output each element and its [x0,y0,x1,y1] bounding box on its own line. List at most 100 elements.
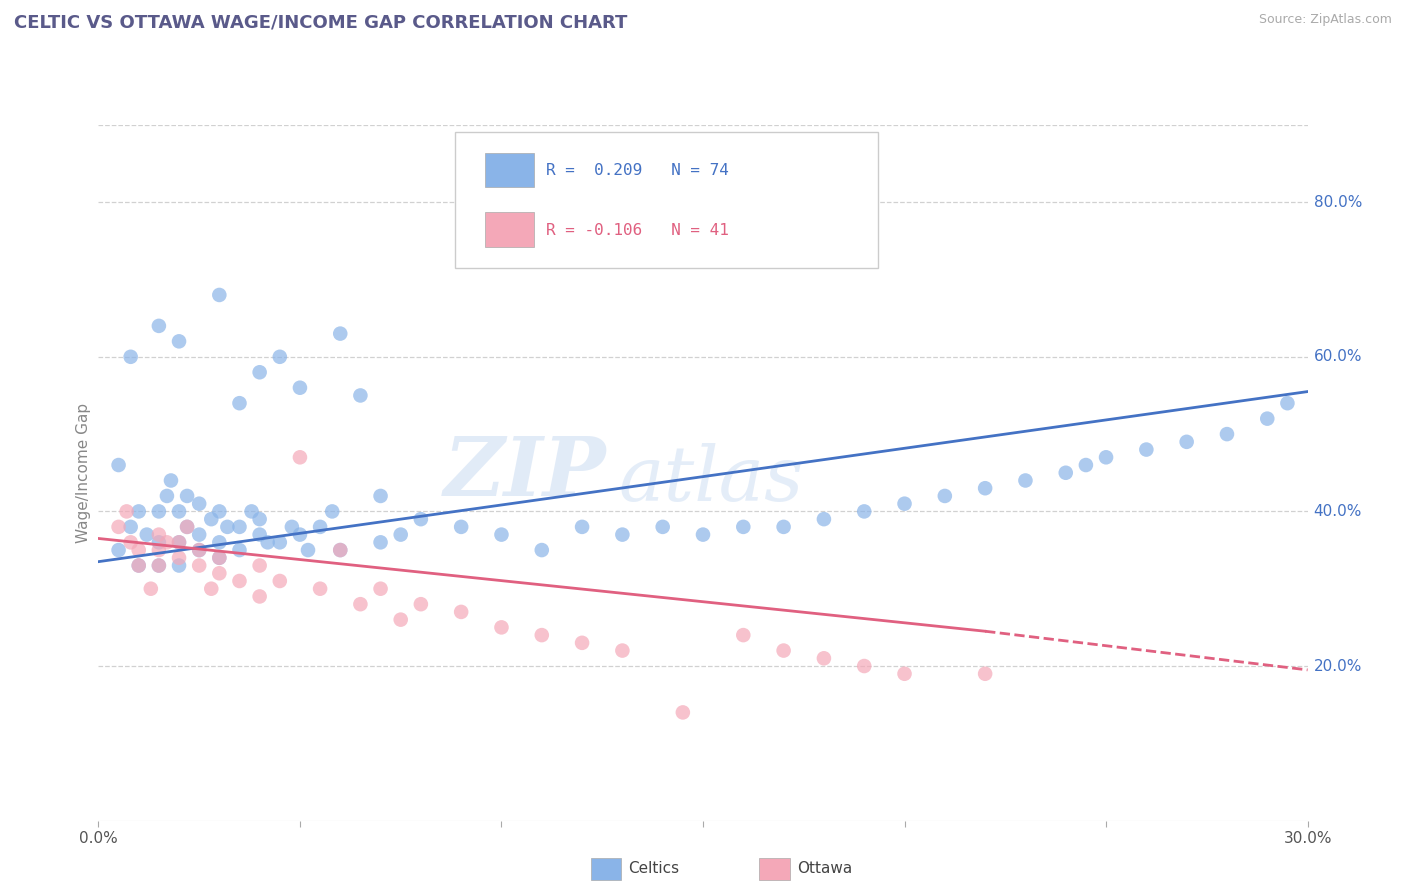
Point [491,620,513,634]
Point [651,520,673,534]
Text: 80.0%: 80.0% [1313,194,1362,210]
Point [1014,474,1036,488]
Point [115,504,138,518]
Point [1216,427,1239,442]
Point [281,520,304,534]
Point [188,497,211,511]
Point [208,566,231,581]
Point [128,543,150,558]
Text: Source: ZipAtlas.com: Source: ZipAtlas.com [1258,13,1392,27]
Point [934,489,956,503]
Point [269,535,291,549]
Point [128,558,150,573]
Text: ZIP: ZIP [444,433,606,513]
FancyBboxPatch shape [485,153,534,187]
Point [530,628,553,642]
Point [148,543,170,558]
Text: CELTIC VS OTTAWA WAGE/INCOME GAP CORRELATION CHART: CELTIC VS OTTAWA WAGE/INCOME GAP CORRELA… [14,13,627,31]
Text: atlas: atlas [619,442,804,516]
Point [167,535,190,549]
Point [571,520,593,534]
Point [571,636,593,650]
Point [309,520,332,534]
Point [188,527,211,541]
Point [156,535,179,549]
FancyBboxPatch shape [456,132,879,268]
Point [188,543,211,558]
Point [288,527,311,541]
Text: 40.0%: 40.0% [1313,504,1362,519]
Point [1175,434,1198,449]
Point [107,520,129,534]
Text: 60.0%: 60.0% [1313,350,1362,364]
Point [208,288,231,302]
Point [297,543,319,558]
Point [329,543,352,558]
Point [139,582,162,596]
Point [349,388,371,402]
Point [974,481,997,495]
Point [176,520,198,534]
Point [176,489,198,503]
Point [228,396,250,410]
Point [329,326,352,341]
Point [167,334,190,349]
Point [148,527,170,541]
Point [733,628,755,642]
Point [450,520,472,534]
Point [288,381,311,395]
Point [893,666,915,681]
Point [1095,450,1118,465]
Point [974,666,997,681]
Point [160,474,183,488]
Point [217,520,239,534]
Point [128,558,150,573]
Point [120,520,142,534]
Point [733,520,755,534]
Point [893,497,915,511]
Point [249,558,271,573]
Point [612,643,634,657]
Point [853,504,876,518]
Point [1135,442,1157,457]
Point [167,504,190,518]
Text: Ottawa: Ottawa [797,862,852,876]
Point [200,582,222,596]
Point [128,504,150,518]
Point [269,574,291,588]
Point [813,512,835,526]
Point [228,574,250,588]
Point [249,590,271,604]
Point [208,504,231,518]
Y-axis label: Wage/Income Gap: Wage/Income Gap [76,402,91,543]
Point [1074,458,1097,472]
Point [135,527,157,541]
Point [672,706,695,720]
Point [240,504,263,518]
Text: Celtics: Celtics [628,862,679,876]
Point [228,520,250,534]
Point [167,558,190,573]
Point [167,550,190,565]
Point [692,527,714,541]
Point [530,543,553,558]
Point [148,558,170,573]
Point [612,527,634,541]
Point [813,651,835,665]
Point [188,543,211,558]
Point [120,350,142,364]
Point [389,527,412,541]
Point [120,535,142,549]
Point [370,535,392,549]
FancyBboxPatch shape [485,212,534,247]
Point [208,550,231,565]
Text: 20.0%: 20.0% [1313,658,1362,673]
Point [389,613,412,627]
Point [107,543,129,558]
Point [409,512,432,526]
Point [208,550,231,565]
Point [256,535,278,549]
Point [249,512,271,526]
Point [249,365,271,379]
Point [309,582,332,596]
